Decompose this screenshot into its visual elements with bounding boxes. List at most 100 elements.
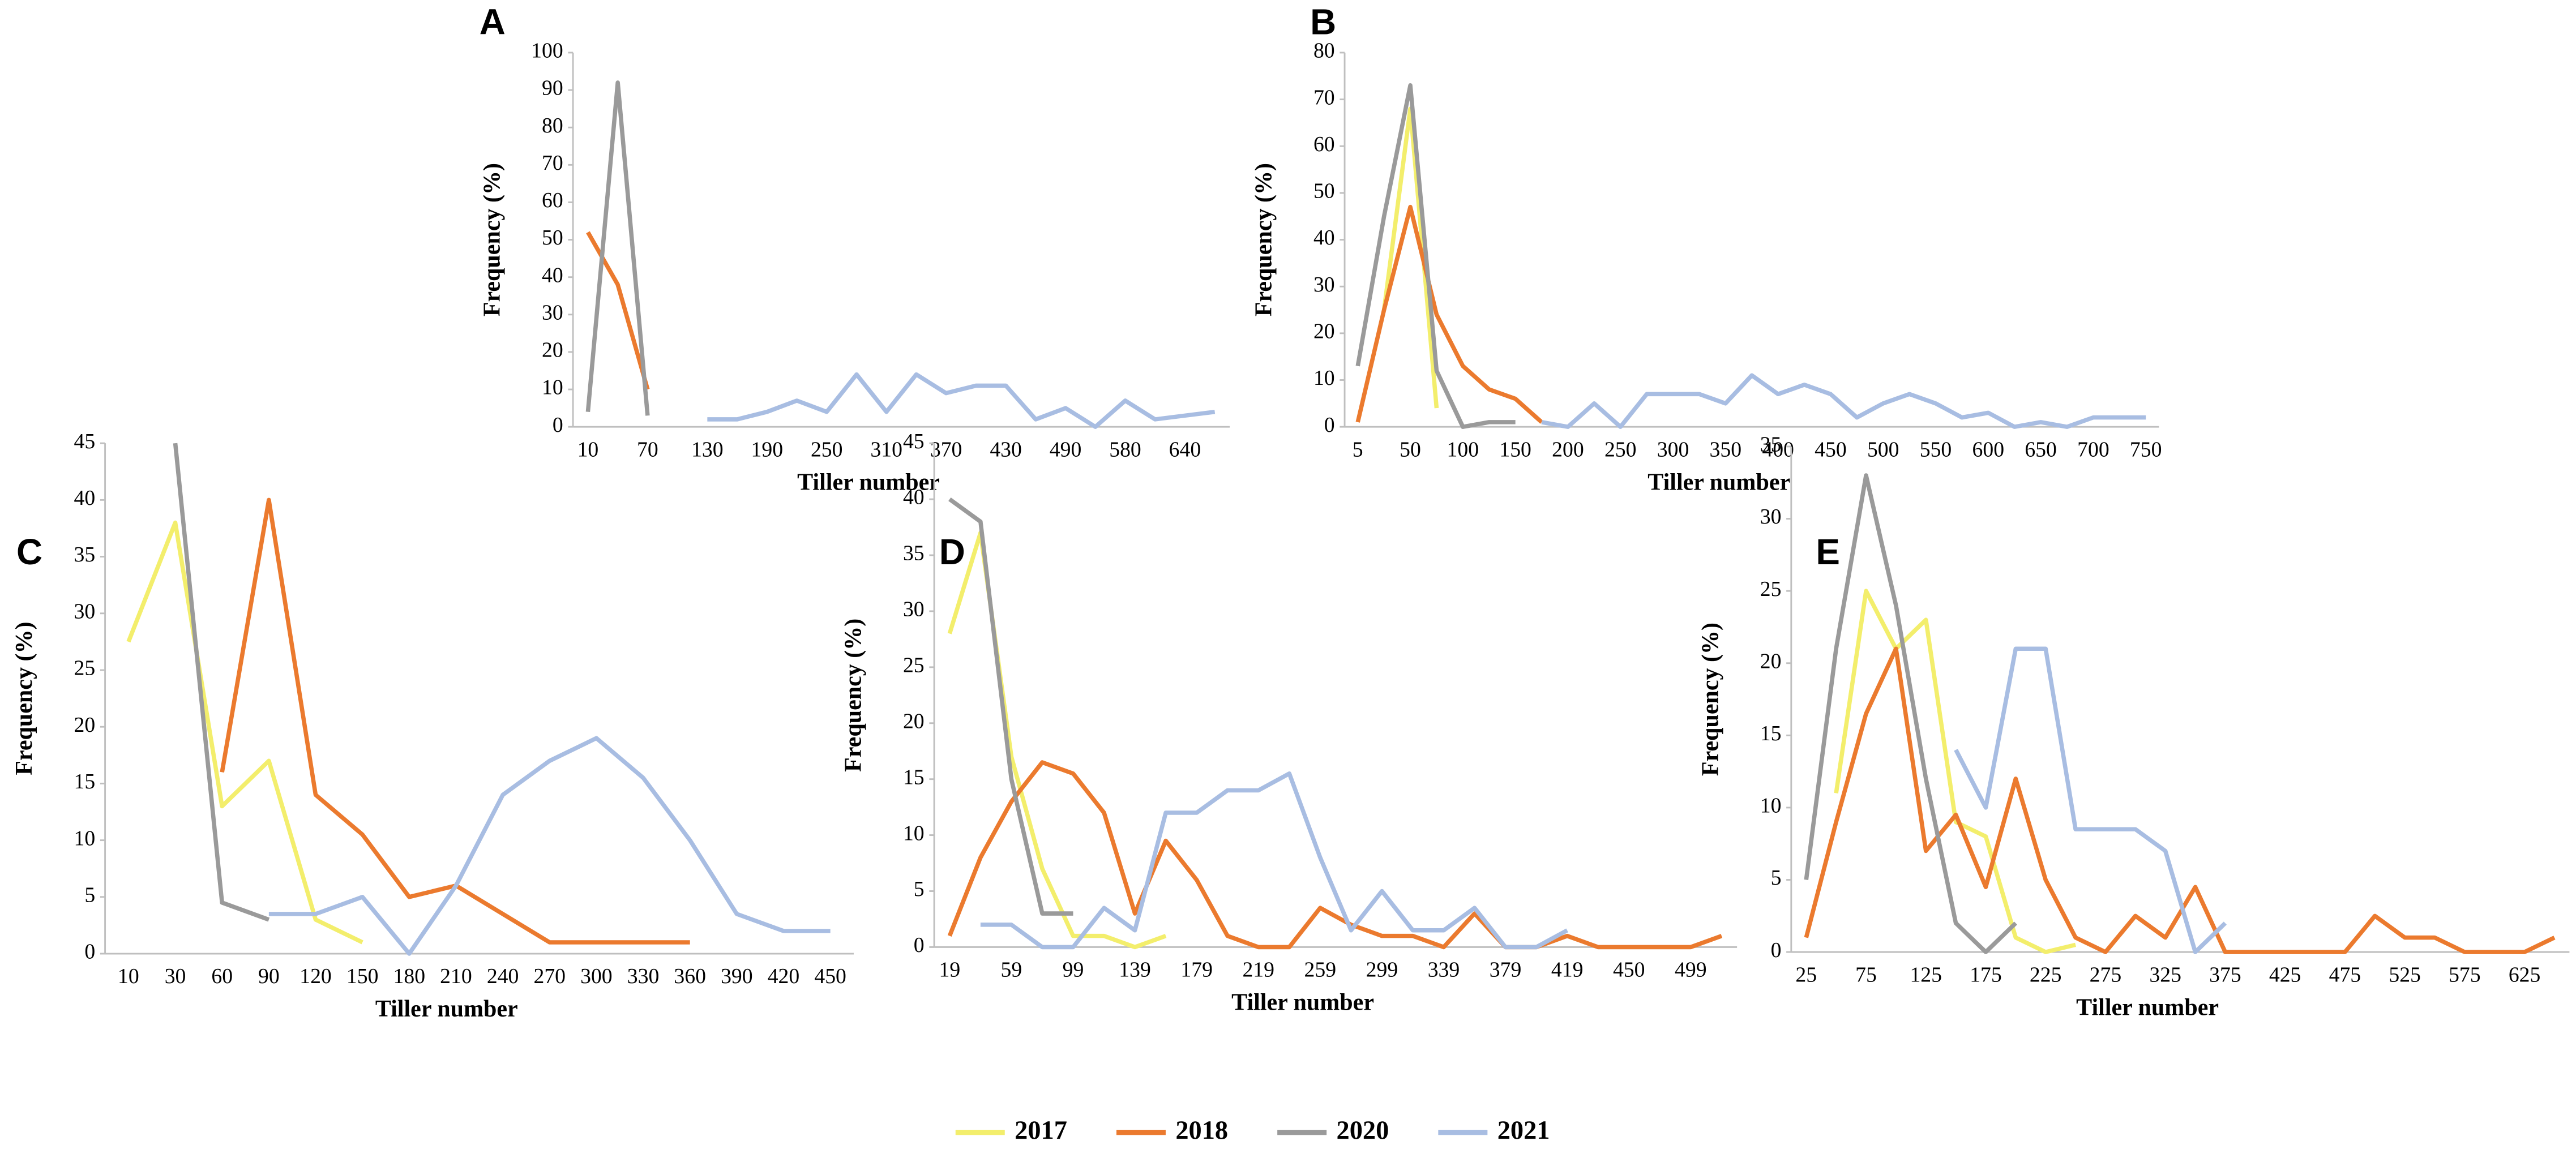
- y-axis-title: Frequency (%): [1697, 623, 1723, 776]
- y-tick-label: 5: [84, 883, 95, 907]
- y-tick-label: 25: [1760, 577, 1782, 601]
- y-tick-label: 0: [1771, 938, 1782, 962]
- y-axis-title: Frequency (%): [11, 621, 37, 775]
- x-tick-label: 700: [2077, 437, 2109, 461]
- x-tick-label: 400: [1762, 437, 1794, 461]
- x-tick-label: 450: [1815, 437, 1847, 461]
- y-tick-label: 20: [1760, 649, 1782, 673]
- y-tick-label: 40: [1313, 226, 1335, 250]
- x-tick-label: 75: [1855, 963, 1877, 986]
- x-tick-label: 50: [1400, 437, 1421, 461]
- series-line: [268, 736, 831, 956]
- x-axis-title: Tiller number: [1648, 469, 1790, 495]
- series-line: [1355, 83, 1516, 429]
- x-tick-label: 100: [1447, 437, 1479, 461]
- y-tick-label: 30: [1760, 505, 1782, 529]
- y-tick-label: 45: [74, 430, 96, 453]
- series-line: [585, 80, 650, 416]
- y-tick-label: 15: [74, 770, 96, 793]
- y-axis-title: Frequency (%): [480, 163, 506, 316]
- x-axis-title: Tiller number: [797, 469, 940, 495]
- x-tick-label: 225: [2030, 963, 2062, 986]
- x-tick-label: 375: [2209, 963, 2241, 986]
- x-tick-label: 450: [1613, 958, 1645, 982]
- y-tick-label: 30: [903, 598, 925, 621]
- x-tick-label: 219: [1242, 958, 1274, 982]
- y-tick-label: 0: [553, 413, 563, 437]
- x-tick-label: 580: [1109, 437, 1141, 461]
- series-line: [1804, 473, 2017, 954]
- x-tick-label: 550: [1920, 437, 1952, 461]
- y-tick-label: 10: [542, 376, 563, 400]
- y-tick-label: 100: [531, 39, 563, 63]
- series-line: [1804, 646, 2556, 954]
- x-tick-label: 350: [1710, 437, 1742, 461]
- x-tick-label: 450: [814, 964, 846, 988]
- x-tick-label: 425: [2269, 963, 2301, 986]
- x-tick-label: 650: [2025, 437, 2057, 461]
- y-tick-label: 60: [1313, 132, 1335, 156]
- x-tick-label: 300: [1657, 437, 1689, 461]
- y-tick-label: 40: [74, 486, 96, 510]
- x-tick-label: 330: [627, 964, 660, 988]
- y-tick-label: 20: [903, 709, 925, 733]
- x-tick-label: 90: [258, 964, 280, 988]
- series-line: [1541, 373, 2146, 429]
- y-tick-label: 45: [903, 430, 925, 453]
- panel-label: B: [1310, 2, 1336, 42]
- x-tick-label: 275: [2090, 963, 2122, 986]
- x-tick-label: 325: [2149, 963, 2181, 986]
- y-tick-label: 15: [1760, 722, 1782, 745]
- x-tick-label: 525: [2389, 963, 2421, 986]
- y-tick-label: 70: [542, 151, 563, 175]
- x-tick-label: 150: [346, 964, 379, 988]
- y-tick-label: 70: [1313, 85, 1335, 109]
- y-tick-label: 30: [1313, 273, 1335, 297]
- y-tick-label: 10: [1760, 794, 1782, 818]
- x-tick-label: 600: [1972, 437, 2005, 461]
- x-tick-label: 379: [1490, 958, 1522, 982]
- x-tick-label: 750: [2130, 437, 2162, 461]
- y-tick-label: 40: [903, 486, 925, 509]
- y-tick-label: 35: [903, 542, 925, 565]
- series-line: [1381, 106, 1439, 409]
- legend-label: 2018: [1175, 1116, 1228, 1145]
- panel-label: C: [16, 531, 42, 572]
- panel-label: A: [480, 2, 506, 42]
- x-tick-label: 180: [393, 964, 426, 988]
- x-tick-label: 419: [1551, 958, 1584, 982]
- y-tick-label: 25: [74, 657, 96, 680]
- y-tick-label: 50: [542, 226, 563, 250]
- y-tick-label: 60: [542, 188, 563, 212]
- y-tick-label: 80: [1313, 39, 1335, 63]
- x-tick-label: 625: [2509, 963, 2541, 986]
- x-tick-label: 175: [1970, 963, 2002, 986]
- x-tick-label: 5: [1353, 437, 1363, 461]
- legend-label: 2021: [1497, 1116, 1550, 1145]
- x-tick-label: 70: [637, 437, 658, 461]
- y-tick-label: 5: [1771, 866, 1782, 890]
- x-tick-label: 300: [580, 964, 613, 988]
- x-tick-label: 500: [1867, 437, 1899, 461]
- x-tick-label: 390: [721, 964, 753, 988]
- y-tick-label: 10: [74, 826, 96, 850]
- x-tick-label: 25: [1795, 963, 1817, 986]
- x-axis-title: Tiller number: [1231, 990, 1374, 1016]
- x-tick-label: 360: [674, 964, 706, 988]
- y-tick-label: 80: [542, 114, 563, 138]
- x-tick-label: 310: [870, 437, 902, 461]
- series-line: [980, 771, 1568, 950]
- x-tick-label: 139: [1119, 958, 1151, 982]
- x-tick-label: 430: [990, 437, 1022, 461]
- y-tick-label: 20: [74, 713, 96, 737]
- x-tick-label: 259: [1304, 958, 1337, 982]
- series-line: [1834, 589, 2076, 954]
- x-tick-label: 420: [768, 964, 800, 988]
- series-line: [947, 760, 1723, 950]
- x-tick-label: 200: [1552, 437, 1584, 461]
- y-tick-label: 20: [1313, 320, 1335, 344]
- x-tick-label: 339: [1428, 958, 1460, 982]
- y-tick-label: 90: [542, 76, 563, 100]
- x-tick-label: 210: [440, 964, 472, 988]
- y-tick-label: 35: [74, 543, 96, 567]
